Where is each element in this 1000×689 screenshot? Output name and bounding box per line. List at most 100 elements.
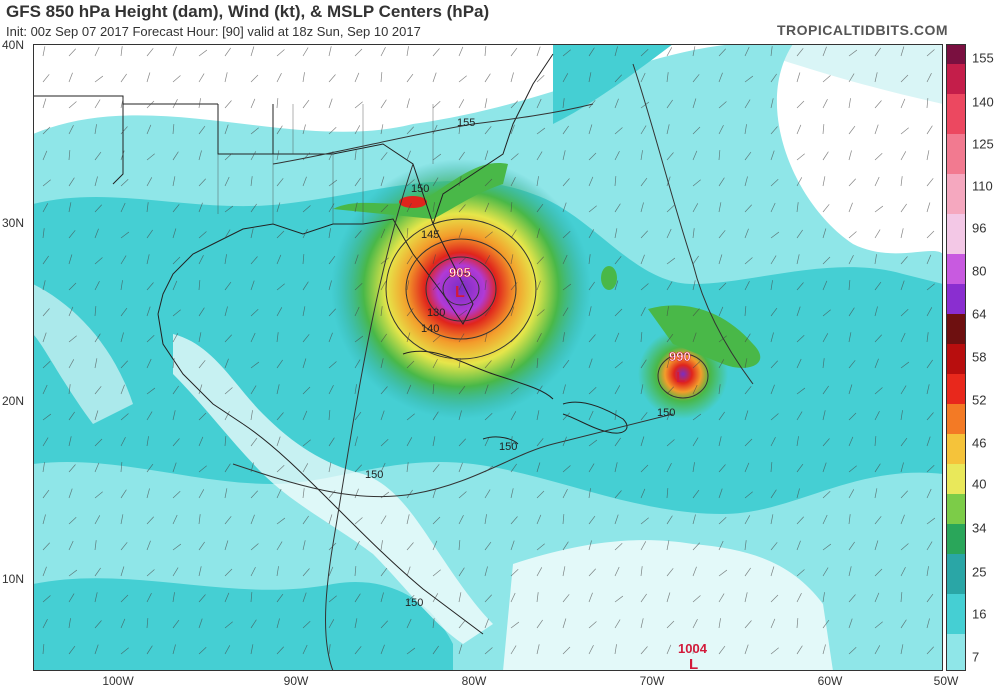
wind-barb — [666, 306, 669, 317]
wind-barb — [822, 151, 829, 161]
wind-barb — [796, 463, 804, 473]
wind-barb — [42, 489, 50, 499]
wind-barb — [770, 462, 773, 473]
wind-barb — [666, 540, 670, 551]
wind-barb — [172, 644, 176, 655]
wind-barb — [42, 644, 45, 655]
wind-barb — [458, 358, 461, 369]
wind-barb — [276, 464, 285, 473]
wind-barb — [770, 126, 778, 135]
wind-barb — [510, 72, 514, 83]
wind-barb — [172, 385, 179, 395]
wind-barb — [510, 387, 519, 395]
wind-barb — [328, 179, 338, 187]
brand-watermark: TROPICALTIDBITS.COM — [776, 22, 948, 38]
wind-barb — [432, 516, 441, 525]
wind-barb — [172, 176, 176, 187]
wind-barb — [510, 334, 519, 343]
wind-barb — [640, 464, 649, 473]
wind-barb — [796, 72, 801, 83]
wind-barb — [874, 281, 882, 291]
wind-barb — [68, 645, 76, 655]
wind-barb — [510, 202, 513, 213]
wind-barb — [224, 334, 233, 343]
wind-barb — [770, 489, 777, 499]
wind-barb — [172, 124, 175, 135]
wind-barb — [770, 647, 779, 655]
wind-barb — [68, 150, 71, 161]
wind-barb — [120, 647, 129, 655]
wind-barb — [94, 410, 99, 421]
wind-barb — [354, 646, 362, 655]
wind-barb — [276, 488, 282, 499]
wind-barb — [536, 358, 539, 369]
wind-barb — [796, 387, 806, 395]
wind-barb — [900, 308, 909, 317]
wind-barb — [744, 75, 754, 83]
wind-barb — [484, 436, 490, 447]
wind-barb — [614, 410, 617, 421]
wind-barb — [770, 542, 778, 551]
wind-barb — [614, 308, 623, 317]
wind-barb — [536, 228, 540, 239]
wind-barb — [744, 46, 750, 57]
wind-barb — [614, 98, 619, 109]
wind-barb — [640, 618, 644, 629]
wind-barb — [406, 228, 409, 239]
wind-barb — [692, 462, 695, 473]
wind-barb — [874, 205, 884, 213]
wind-barb — [796, 100, 805, 109]
wind-barb — [224, 281, 232, 291]
wind-barb — [224, 592, 230, 603]
contour-label: 150 — [405, 597, 423, 609]
wind-barb — [484, 202, 490, 213]
wind-barb — [68, 569, 78, 577]
wind-barb — [302, 254, 305, 265]
wind-barb — [120, 280, 123, 291]
wind-barb — [718, 645, 726, 655]
wind-barb — [328, 308, 337, 317]
wind-barb — [354, 464, 363, 473]
wind-barb — [822, 176, 826, 187]
wind-barb — [250, 127, 259, 135]
wind-barb — [926, 412, 934, 421]
wind-barb — [588, 515, 596, 525]
lon-label-50w: 50W — [933, 674, 959, 688]
wind-barb — [120, 46, 123, 57]
wind-barb — [198, 150, 202, 161]
wind-barb — [432, 306, 437, 317]
lon-label-90w: 90W — [283, 674, 309, 688]
wind-barb — [42, 228, 45, 239]
wind-barb — [94, 257, 103, 265]
wind-barb — [900, 176, 903, 187]
wind-barb — [666, 176, 671, 187]
wind-barb — [406, 98, 410, 109]
wind-barb — [250, 437, 258, 447]
wind-barb — [42, 332, 47, 343]
wind-barb — [588, 621, 597, 629]
wind-barb — [354, 177, 361, 187]
wind-barb — [588, 306, 592, 317]
wind-barb — [432, 569, 441, 577]
wind-barb — [770, 384, 775, 395]
wind-barb — [900, 592, 903, 603]
wind-barb — [146, 124, 152, 135]
wind-barb — [770, 618, 776, 629]
wind-barb — [874, 47, 881, 57]
wind-barb — [276, 73, 282, 83]
wind-barb — [42, 126, 51, 135]
wind-barb — [406, 542, 414, 551]
wind-barb — [484, 280, 487, 291]
wind-barb — [822, 309, 831, 317]
wind-barb — [224, 516, 232, 525]
wind-barb — [874, 621, 883, 629]
wind-barb — [380, 438, 389, 447]
wind-barb — [432, 411, 439, 421]
wind-barb — [848, 594, 856, 603]
wind-barb — [328, 490, 336, 499]
wind-barb — [562, 230, 571, 239]
wind-barb — [276, 566, 279, 577]
wind-barb — [406, 514, 410, 525]
wind-barb — [146, 358, 152, 369]
wind-barb — [354, 72, 360, 83]
